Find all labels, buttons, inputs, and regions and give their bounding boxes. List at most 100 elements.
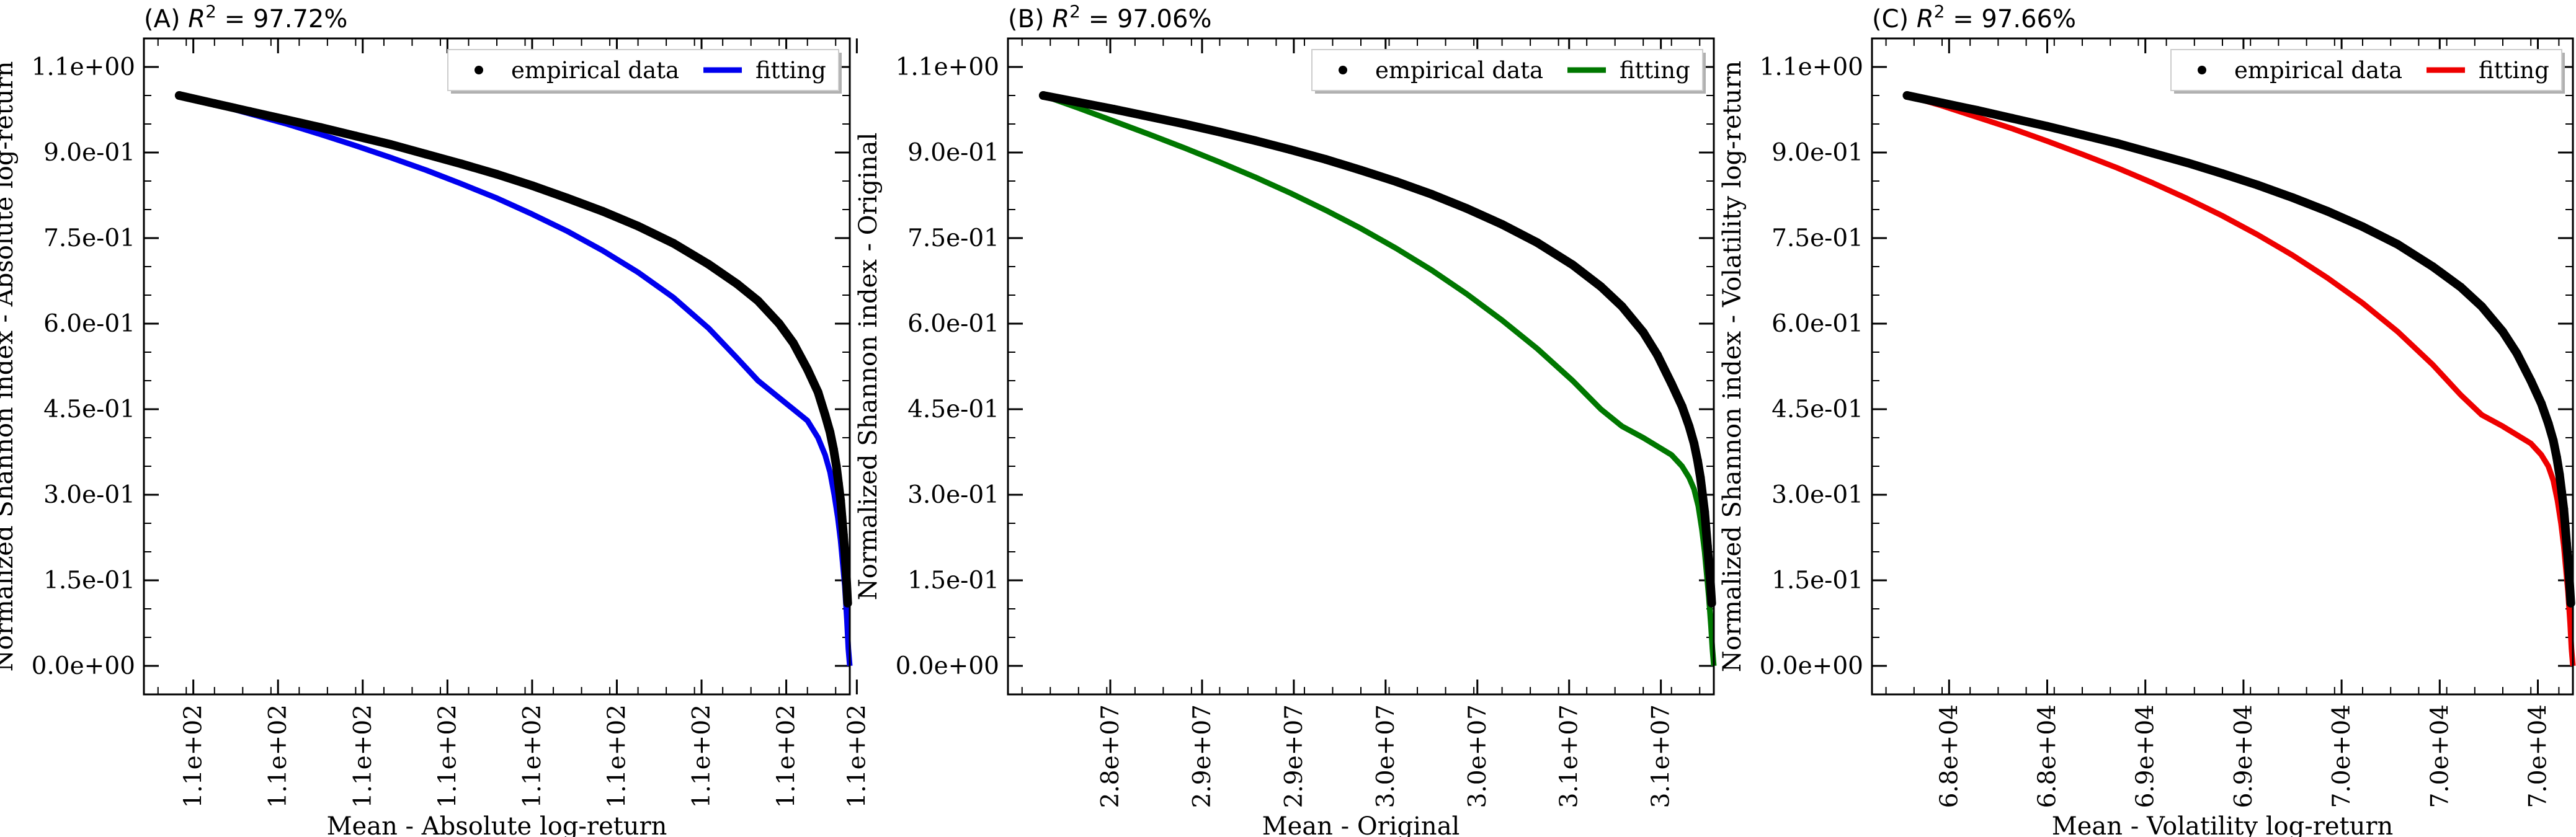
r2-symbol: R xyxy=(1917,5,1934,33)
empirical-point xyxy=(2498,327,2507,336)
x-tick-label: 1.1e+02 xyxy=(688,704,716,808)
y-tick-label: 7.5e-01 xyxy=(907,224,999,252)
empirical-point xyxy=(669,239,678,248)
legend-label-fitting: fitting xyxy=(755,57,826,84)
y-tick-label: 0.0e+00 xyxy=(896,652,999,680)
empirical-point xyxy=(633,221,643,231)
y-tick-label: 3.0e-01 xyxy=(907,481,999,509)
empirical-point xyxy=(1215,127,1224,136)
panel-label: (C) xyxy=(1872,5,1917,33)
empirical-point xyxy=(2113,139,2122,148)
empirical-band xyxy=(174,91,852,608)
empirical-point xyxy=(1685,422,1694,431)
empirical-point xyxy=(1391,177,1401,186)
empirical-point xyxy=(789,339,798,348)
empirical-point xyxy=(245,107,254,116)
empirical-point xyxy=(2560,521,2570,531)
empirical-point xyxy=(1596,282,1605,291)
empirical-point xyxy=(351,131,360,141)
empirical-point xyxy=(839,530,848,539)
r2-value: = 97.66% xyxy=(1945,5,2075,33)
y-tick-label: 1.1e+00 xyxy=(896,53,999,81)
x-tick-label: 2.9e+07 xyxy=(1280,704,1308,808)
x-tick-label: 2.8e+07 xyxy=(1097,704,1125,808)
legend-label-empirical: empirical data xyxy=(2234,57,2402,84)
empirical-point xyxy=(1700,507,1709,516)
empirical-point xyxy=(2559,505,2569,513)
x-axis-title: Mean - Absolute log-return xyxy=(327,812,667,837)
plot-frame xyxy=(1871,37,2574,696)
fitting-line xyxy=(1042,92,1717,666)
empirical-point xyxy=(422,149,431,159)
y-tick-label: 6.0e-01 xyxy=(1772,310,1863,338)
empirical-point xyxy=(598,206,607,216)
empirical-point xyxy=(2253,180,2262,190)
y-tick-label: 3.0e-01 xyxy=(43,481,135,509)
y-tick-label: 4.5e-01 xyxy=(1772,396,1863,423)
r2-value: = 97.72% xyxy=(216,5,347,33)
empirical-point xyxy=(2393,240,2402,249)
x-tick-label: 3.0e+07 xyxy=(1464,704,1492,808)
empirical-point xyxy=(2183,158,2192,167)
y-tick-label: 7.5e-01 xyxy=(1772,224,1863,252)
empirical-point xyxy=(1180,120,1189,128)
y-tick-label: 0.0e+00 xyxy=(1760,652,1863,680)
empirical-point xyxy=(1109,105,1118,114)
empirical-point xyxy=(2555,470,2564,479)
empirical-point xyxy=(492,170,501,179)
empirical-point xyxy=(2544,419,2553,428)
empirical-point xyxy=(1677,402,1687,411)
empirical-point xyxy=(1144,112,1154,121)
empirical-point xyxy=(826,427,835,436)
legend-marker-empirical xyxy=(2198,66,2206,74)
legend: empirical data fitting xyxy=(1311,49,1706,94)
panel-label: (A) xyxy=(144,5,188,33)
x-tick-label: 1.1e+02 xyxy=(773,704,801,808)
empirical-point xyxy=(2537,399,2546,408)
empirical-point xyxy=(2565,576,2574,585)
x-tick-label: 1.1e+02 xyxy=(180,704,208,808)
empirical-point xyxy=(2456,283,2466,292)
legend-marker-empirical xyxy=(475,66,483,74)
x-tick-label: 7.0e+04 xyxy=(2525,704,2552,808)
empirical-point xyxy=(1698,490,1707,499)
panel-label: (B) xyxy=(1008,5,1052,33)
empirical-point xyxy=(1533,238,1542,247)
empirical-point xyxy=(1653,350,1662,360)
r2-exponent: 2 xyxy=(1934,1,1945,22)
y-axis-title: Normalized Shannon index - Original xyxy=(854,133,883,601)
empirical-point xyxy=(842,570,851,579)
r2-exponent: 2 xyxy=(205,1,216,22)
empirical-point xyxy=(1074,98,1083,107)
x-tick-label: 6.8e+04 xyxy=(2034,704,2062,808)
x-tick-label: 1.1e+02 xyxy=(434,704,461,808)
empirical-point xyxy=(1462,204,1471,213)
panel-title: (B) R2 = 97.06% xyxy=(1008,1,1211,33)
empirical-point xyxy=(1038,91,1048,100)
legend-label-fitting: fitting xyxy=(1620,57,1690,84)
x-axis-title: Mean - Volatility log-return xyxy=(2052,812,2393,837)
empirical-point xyxy=(2008,113,2017,123)
x-tick-label: 6.8e+04 xyxy=(1935,704,1963,808)
empirical-point xyxy=(563,193,572,203)
empirical-point xyxy=(1938,99,1946,107)
y-tick-label: 9.0e-01 xyxy=(907,139,999,167)
legend-label-fitting: fitting xyxy=(2479,57,2549,84)
legend-box xyxy=(1311,49,1703,91)
empirical-point xyxy=(2552,453,2561,463)
empirical-point xyxy=(2477,302,2487,311)
empirical-point xyxy=(1696,473,1705,482)
y-axis-title: Normalized Shannon index - Volatility lo… xyxy=(1718,61,1747,672)
empirical-point xyxy=(1357,166,1365,175)
empirical-point xyxy=(2564,556,2573,565)
empirical-point xyxy=(2148,148,2157,157)
empirical-point xyxy=(813,388,822,397)
r2-symbol: R xyxy=(1052,5,1069,33)
plot-frame xyxy=(1007,37,1715,696)
x-tick-label: 2.9e+07 xyxy=(1188,704,1216,808)
legend-label-empirical: empirical data xyxy=(511,57,679,84)
empirical-point xyxy=(832,462,841,471)
empirical-point xyxy=(174,91,184,100)
empirical-point xyxy=(1667,379,1676,388)
x-tick-label: 7.0e+04 xyxy=(2426,704,2454,808)
